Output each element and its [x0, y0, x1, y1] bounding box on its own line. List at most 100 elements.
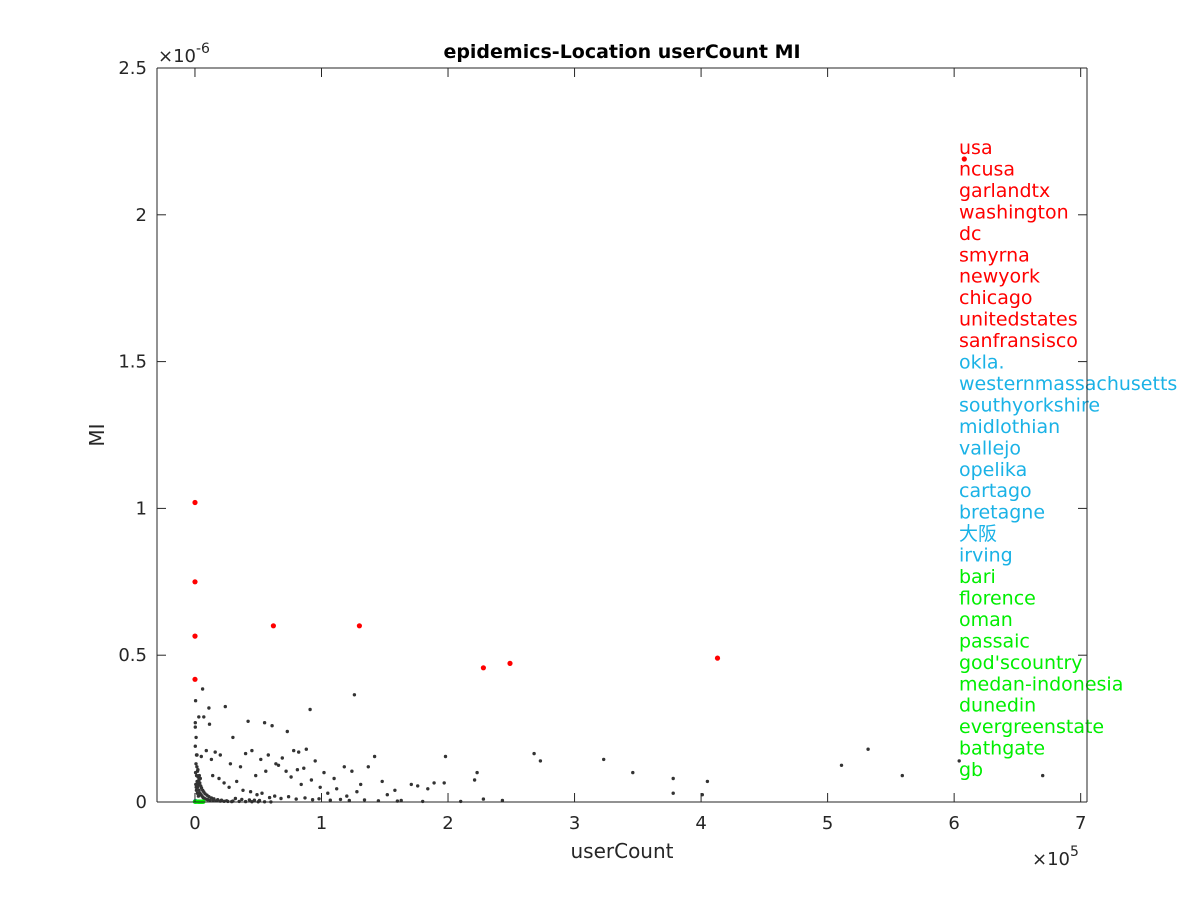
data-point — [248, 790, 253, 794]
data-point — [671, 791, 675, 795]
x-tick-label: 4 — [695, 813, 706, 834]
data-point — [250, 748, 254, 753]
data-point — [286, 795, 291, 799]
data-point — [192, 633, 198, 639]
data-point — [507, 660, 513, 667]
y-tick-label: 0.5 — [118, 645, 147, 666]
data-point — [259, 757, 263, 762]
data-point — [302, 766, 306, 770]
data-point — [475, 770, 479, 775]
data-point — [196, 794, 201, 798]
data-point — [195, 779, 199, 784]
data-point — [297, 750, 301, 754]
annotation-label: sanfransisco — [959, 330, 1078, 352]
axes: 0 1 2 3 4 5 6 7 0 0.5 1 1.5 2 2.5 — [118, 58, 1088, 834]
annotation-label: smyrna — [959, 244, 1030, 266]
data-point — [295, 768, 300, 772]
data-point — [602, 757, 606, 762]
data-point — [197, 773, 201, 778]
y-tick-label: 2.5 — [118, 58, 147, 79]
chart-title: epidemics-Location userCount MI — [443, 41, 800, 63]
data-point — [279, 796, 283, 801]
annotation-label: oman — [959, 609, 1013, 631]
data-point — [705, 779, 710, 784]
annotation-label: garlandtx — [959, 180, 1050, 202]
annotation-label: passaic — [959, 630, 1030, 652]
y-tick-label: 1.5 — [118, 352, 147, 373]
annotation-label: westernmassachusetts — [959, 373, 1177, 395]
data-point — [195, 753, 199, 757]
annotation-label: unitedstates — [959, 309, 1078, 331]
data-point — [359, 782, 363, 787]
plot-area — [157, 68, 1087, 802]
data-point — [326, 791, 330, 795]
data-point — [194, 788, 199, 792]
data-point — [193, 744, 197, 748]
data-point — [347, 798, 351, 803]
data-point — [231, 735, 235, 740]
annotation-label: okla. — [959, 352, 1005, 374]
data-point — [200, 687, 205, 691]
data-point — [193, 699, 198, 703]
data-point — [226, 799, 230, 804]
data-point — [276, 763, 281, 767]
data-point — [270, 724, 274, 728]
data-point — [262, 721, 267, 725]
data-point — [199, 754, 203, 759]
data-point — [211, 773, 215, 778]
label-annotations: usancusagarlandtxwashingtondcsmyrnanewyo… — [959, 137, 1177, 781]
x-tick-label: 3 — [569, 813, 580, 834]
annotation-label: irving — [959, 545, 1013, 567]
data-point — [631, 770, 635, 775]
data-point — [235, 779, 239, 784]
data-point — [192, 499, 198, 506]
data-point — [228, 762, 233, 766]
data-point — [342, 765, 346, 769]
data-point — [292, 748, 296, 753]
data-point — [421, 799, 425, 804]
data-point — [356, 623, 362, 629]
x-tick-label: 7 — [1075, 813, 1086, 834]
x-tick-label: 1 — [316, 813, 327, 834]
data-point — [432, 781, 436, 785]
data-point — [317, 797, 321, 801]
data-point — [328, 798, 332, 802]
data-point — [194, 762, 198, 766]
data-point — [294, 797, 298, 801]
annotation-label: dc — [959, 223, 982, 245]
data-point — [285, 729, 289, 734]
annotation-label: washington — [959, 201, 1069, 223]
annotation-label: bretagne — [959, 502, 1045, 524]
data-point — [207, 722, 212, 726]
data-point — [260, 791, 264, 795]
data-point — [671, 776, 675, 781]
data-point — [399, 798, 403, 803]
data-point — [442, 781, 446, 785]
x-tick-label: 0 — [189, 813, 200, 834]
x-axis-label: userCount — [570, 839, 673, 863]
data-point — [266, 753, 270, 757]
data-point — [198, 776, 202, 781]
data-point — [217, 776, 221, 781]
annotation-label: ncusa — [959, 158, 1015, 180]
annotation-label: god'scountry — [959, 652, 1083, 674]
data-point — [443, 754, 448, 759]
data-point — [207, 706, 211, 710]
data-point — [227, 785, 231, 789]
data-point — [192, 579, 198, 585]
annotation-label: bari — [959, 566, 996, 588]
annotation-label: bathgate — [959, 738, 1045, 760]
data-point — [195, 785, 200, 789]
data-point — [304, 747, 308, 751]
data-point — [280, 756, 284, 760]
annotation-label: vallejo — [959, 437, 1021, 459]
data-point — [393, 788, 397, 792]
data-point — [193, 721, 197, 725]
data-point — [270, 623, 276, 629]
data-point — [194, 773, 199, 778]
data-point — [289, 775, 293, 779]
data-point — [197, 788, 201, 792]
data-point — [243, 751, 248, 756]
data-point — [213, 750, 217, 754]
data-point — [246, 719, 250, 723]
